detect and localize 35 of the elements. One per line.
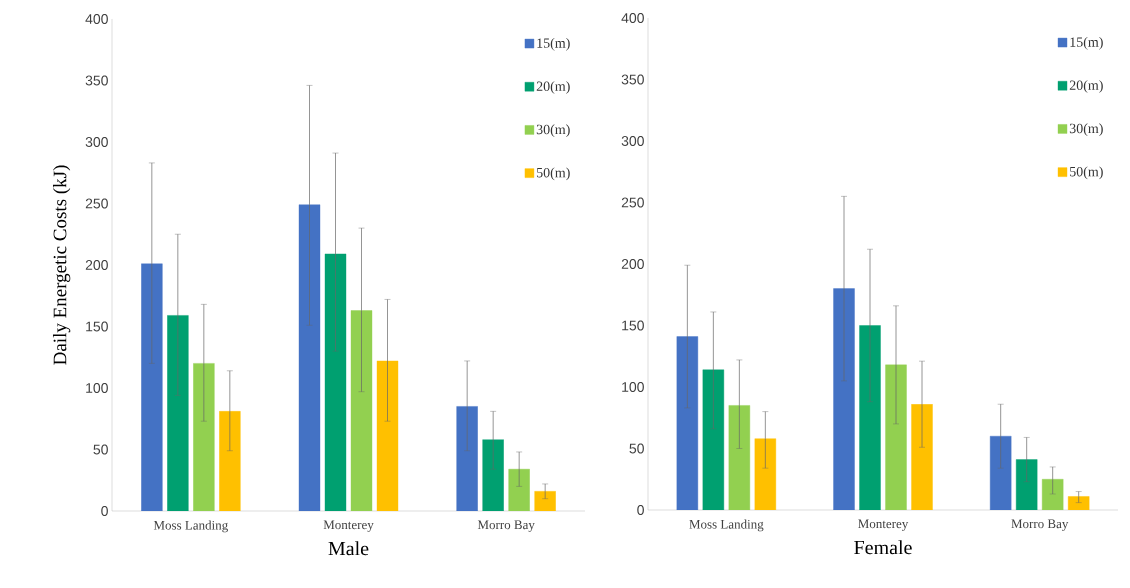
y-axis-title: Daily Energetic Costs (kJ) <box>52 165 71 365</box>
x-tick-label: Morro Bay <box>1011 519 1069 531</box>
legend-label: 30(m) <box>1069 123 1103 137</box>
legend-label: 20(m) <box>536 81 570 94</box>
y-tick-label: 300 <box>621 136 644 146</box>
y-tick-label: 200 <box>621 259 644 269</box>
y-tick-label: 350 <box>621 74 644 85</box>
x-axis-title: Female <box>854 540 912 555</box>
y-tick-label: 150 <box>86 321 108 332</box>
x-tick-label: Monterey <box>323 520 374 532</box>
y-tick-label: 250 <box>621 197 644 208</box>
y-tick-label: 100 <box>86 383 108 393</box>
y-tick-label: 50 <box>629 443 644 454</box>
x-tick-label: Moss Landing <box>153 520 228 533</box>
y-tick-label: 0 <box>101 506 108 516</box>
y-tick-label: 50 <box>93 444 108 455</box>
legend-label: 15(m) <box>537 37 570 51</box>
legend-label: 20(m) <box>1069 80 1103 93</box>
y-tick-label: 200 <box>85 260 108 270</box>
x-axis-title: Male <box>328 541 369 556</box>
x-tick-label: Morro Bay <box>477 520 535 532</box>
y-tick-label: 0 <box>637 505 644 515</box>
legend-label: 50(m) <box>1070 166 1103 180</box>
y-tick-label: 400 <box>85 14 108 24</box>
y-tick-label: 100 <box>622 382 644 392</box>
y-tick-label: 250 <box>85 198 108 209</box>
legend-label: 15(m) <box>1070 36 1103 50</box>
y-tick-label: 350 <box>85 75 108 86</box>
legend-label: 50(m) <box>536 167 570 181</box>
x-tick-label: Monterey <box>858 519 909 531</box>
y-tick-label: 150 <box>622 320 644 331</box>
y-tick-label: 300 <box>85 137 108 147</box>
x-tick-label: Moss Landing <box>689 519 764 532</box>
y-tick-label: 400 <box>621 13 644 23</box>
legend-label: 30(m) <box>536 124 570 138</box>
